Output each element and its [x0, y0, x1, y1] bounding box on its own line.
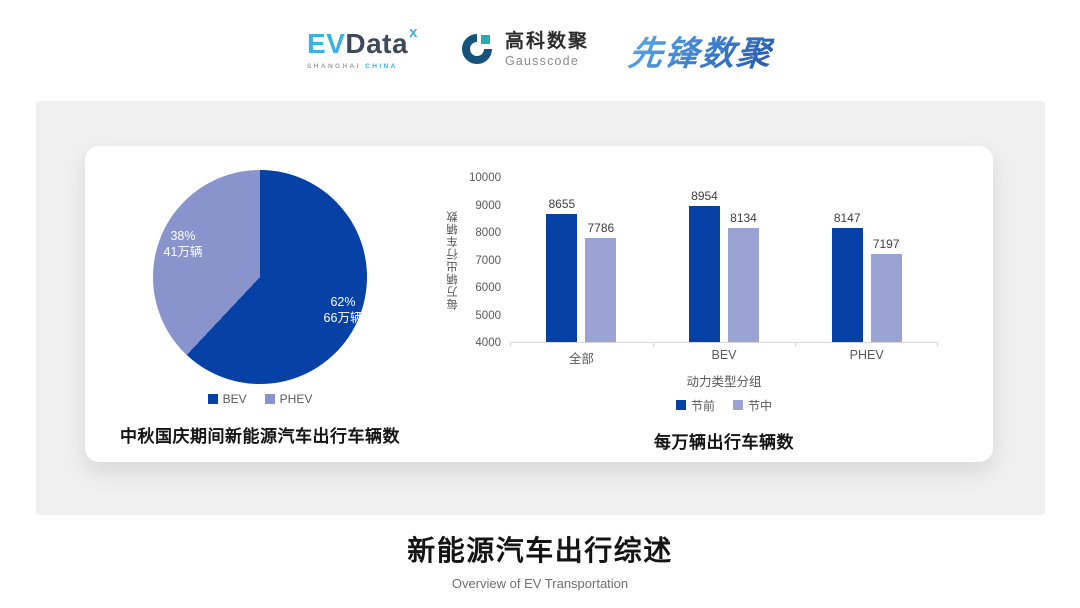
legend-swatch-icon [675, 400, 686, 410]
bar-column: 8134 [728, 211, 759, 342]
bar-chart-title: 每万辆出行车辆数 [654, 433, 794, 452]
y-axis-tick-label: 10000 [469, 172, 501, 184]
x-axis-tick-mark [652, 342, 654, 347]
bar-y-axis-ticks: 10000 9000 8000 7000 6000 5000 4000 [463, 172, 501, 349]
x-axis-tick-label: BEV [711, 348, 737, 362]
pie-chart [153, 170, 367, 384]
header-logos: EVDatax SHANGHAI CHINA 高科数聚 Gausscode 先锋… [0, 0, 1080, 76]
bar-group-BEV: 8954 8134 [653, 178, 796, 342]
bar-y-axis-title: 每万辆出行车辆数 [447, 210, 459, 311]
x-axis-tick-mark [510, 342, 511, 347]
pie-chart-section: 38% 41万辆 62% 66万辆 BEV PHEV 中秋国庆期间新能源汽车出行车… [85, 146, 435, 462]
legend-label: 节前 [690, 398, 715, 413]
bar-group-PHEV: 8147 7197 [795, 178, 938, 342]
bar-column: 7197 [870, 237, 902, 342]
bar-chart: 每万辆出行车辆数 10000 9000 8000 7000 6000 5000 4000 8… [435, 172, 938, 349]
content-panel: 38% 41万辆 62% 66万辆 BEV PHEV 中秋国庆期间新能源汽车出行车… [36, 101, 1045, 515]
pie-slice-label-bev: 62% 66万辆 [324, 294, 363, 327]
evdata-tagline: SHANGHAI CHINA [307, 63, 398, 70]
bar-value-label: 7197 [872, 237, 900, 251]
legend-label: PHEV [279, 392, 313, 406]
y-axis-tick-label: 9000 [475, 199, 501, 212]
legend-swatch-icon [733, 400, 743, 410]
bar-group-全部: 8655 7786 [510, 178, 653, 342]
evdata-tagline-china: CHINA [365, 63, 398, 70]
evdata-x-icon: x [409, 24, 418, 41]
pioneer-logo: 先锋数聚 [626, 26, 776, 75]
bar-column: 8954 [689, 189, 720, 342]
legend-label: 节中 [748, 398, 773, 413]
bar-legend: 节前 节中 [510, 397, 938, 414]
bar-value-label: 8147 [833, 211, 861, 225]
evdata-ev-text: EV [307, 28, 346, 59]
evdata-wordmark: EVDatax [307, 25, 418, 59]
bar-value-label: 8954 [691, 189, 718, 203]
legend-swatch-icon [264, 394, 275, 404]
bar-column: 8655 [546, 197, 578, 342]
pie-chart-title: 中秋国庆期间新能源汽车出行车辆数 [120, 427, 400, 446]
gausscode-g-icon [458, 29, 496, 72]
pie-chart-wrap: 38% 41万辆 62% 66万辆 [153, 170, 367, 384]
bar-column: 8147 [831, 211, 863, 342]
gausscode-logo: 高科数聚 Gausscode [458, 29, 589, 72]
charts-card: 38% 41万辆 62% 66万辆 BEV PHEV 中秋国庆期间新能源汽车出行车… [85, 146, 993, 462]
bar-节前-PHEV [831, 228, 863, 342]
bar-节前-全部 [546, 214, 578, 342]
evdata-logo: EVDatax SHANGHAI CHINA [307, 25, 418, 70]
legend-item: 节中 [733, 397, 772, 414]
bar-节前-BEV [689, 206, 720, 342]
gausscode-cn-name: 高科数聚 [504, 31, 589, 53]
pie-bev-percent: 62% [330, 294, 356, 309]
gausscode-en-name: Gausscode [504, 53, 579, 68]
x-axis-tick-label: PHEV [849, 348, 884, 362]
evdata-data-text: Data [345, 28, 409, 59]
pie-phev-value: 41万辆 [163, 245, 203, 259]
legend-item: 节前 [675, 397, 715, 414]
page-subtitle: Overview of EV Transportation [451, 576, 629, 591]
legend-label: BEV [222, 392, 247, 406]
legend-item: BEV [207, 392, 247, 406]
evdata-tagline-shanghai: SHANGHAI [307, 63, 361, 70]
bar-节中-PHEV [870, 254, 902, 342]
bar-plot-area: 8655 7786 8954 8134 8147 7197 [510, 178, 938, 347]
pie-slice-label-phev: 38% 41万辆 [164, 228, 203, 261]
bar-value-label: 8655 [548, 197, 576, 211]
pie-bev-value: 66万辆 [323, 311, 363, 325]
bar-chart-section: 每万辆出行车辆数 10000 9000 8000 7000 6000 5000 4000 8… [435, 146, 993, 462]
bar-x-axis-ticks: 全部 BEV PHEV [510, 348, 938, 367]
y-axis-tick-label: 5000 [475, 309, 501, 322]
x-axis-tick-label: 全部 [568, 352, 594, 366]
gausscode-text: 高科数聚 Gausscode [504, 31, 589, 68]
bar-value-label: 7786 [587, 221, 615, 235]
y-axis-tick-label: 6000 [475, 282, 501, 294]
pie-phev-percent: 38% [170, 228, 196, 243]
bar-x-axis-title: 动力类型分组 [686, 375, 762, 389]
bar-column: 7786 [585, 221, 617, 342]
bar-节中-全部 [585, 238, 617, 342]
footer-title-block: 新能源汽车出行综述 Overview of EV Transportation [0, 529, 1080, 591]
legend-swatch-icon [207, 394, 218, 404]
x-axis-tick-mark [795, 342, 797, 347]
x-axis-tick-mark [937, 342, 938, 347]
bar-节中-BEV [728, 228, 759, 342]
y-axis-tick-label: 8000 [475, 227, 501, 239]
y-axis-tick-label: 4000 [475, 337, 501, 349]
y-axis-tick-label: 7000 [475, 254, 501, 267]
legend-item: PHEV [264, 392, 313, 406]
page-title: 新能源汽车出行综述 [407, 535, 673, 566]
bar-value-label: 8134 [730, 211, 757, 225]
pie-legend: BEV PHEV [207, 392, 313, 406]
